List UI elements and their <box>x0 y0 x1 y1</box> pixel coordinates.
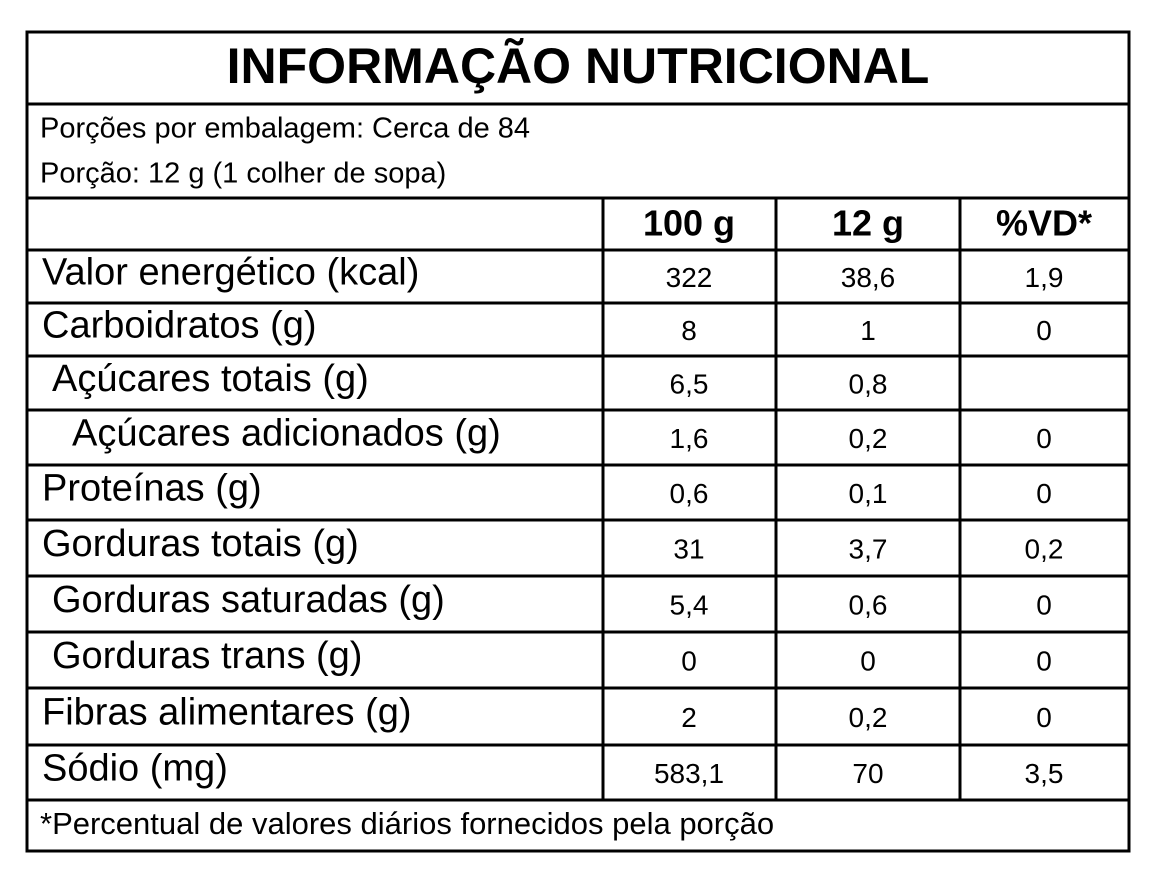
nutrient-label: Açúcares totais (g) <box>52 358 369 400</box>
table-title: INFORMAÇÃO NUTRICIONAL <box>227 38 930 94</box>
nutrient-value: 0 <box>1036 423 1052 454</box>
nutrient-value: 0 <box>1036 702 1052 733</box>
nutrient-value: 31 <box>673 533 704 564</box>
nutrient-value: 6,5 <box>670 368 709 399</box>
column-header: 12 g <box>832 203 904 244</box>
nutrient-value: 2 <box>681 702 697 733</box>
column-header: 100 g <box>643 203 735 244</box>
nutrient-label: Sódio (mg) <box>42 748 228 790</box>
nutrient-value: 0 <box>1036 315 1052 346</box>
nutrient-value: 3,7 <box>849 533 888 564</box>
nutrient-value: 70 <box>852 758 883 789</box>
nutrient-value: 3,5 <box>1025 758 1064 789</box>
nutrient-label: Fibras alimentares (g) <box>42 692 412 734</box>
nutrient-value: 0 <box>681 645 697 676</box>
nutrient-value: 583,1 <box>654 758 724 789</box>
nutrient-value: 8 <box>681 315 697 346</box>
nutrient-label: Proteínas (g) <box>42 468 262 510</box>
column-header: %VD* <box>996 203 1092 244</box>
nutrient-value: 0 <box>1036 645 1052 676</box>
nutrient-value: 38,6 <box>841 262 896 293</box>
nutrient-value: 0,2 <box>849 702 888 733</box>
nutrient-value: 5,4 <box>670 589 709 620</box>
table-border <box>25 30 1131 853</box>
nutrient-value: 0 <box>1036 478 1052 509</box>
nutrient-label: Carboidratos (g) <box>42 305 317 347</box>
nutrient-value: 0,8 <box>849 368 888 399</box>
nutrient-value: 0,2 <box>849 423 888 454</box>
nutrient-value: 1,6 <box>670 423 709 454</box>
footnote: *Percentual de valores diários fornecido… <box>40 806 774 841</box>
nutrient-value: 1 <box>860 315 876 346</box>
serving-info: Porção: 12 g (1 colher de sopa) <box>40 158 446 190</box>
nutrient-value: 322 <box>666 262 713 293</box>
nutrient-value: 1,9 <box>1025 262 1064 293</box>
nutrient-value: 0,6 <box>849 589 888 620</box>
nutrient-value: 0 <box>1036 589 1052 620</box>
nutrient-value: 0,2 <box>1025 533 1064 564</box>
serving-info: Porções por embalagem: Cerca de 84 <box>40 113 530 145</box>
nutrient-label: Gorduras totais (g) <box>42 523 359 565</box>
nutrient-label: Gorduras trans (g) <box>52 635 362 677</box>
nutrient-value: 0 <box>860 645 876 676</box>
nutrient-label: Açúcares adicionados (g) <box>72 413 501 455</box>
nutrient-label: Gorduras saturadas (g) <box>52 579 445 621</box>
nutrient-label: Valor energético (kcal) <box>42 252 419 294</box>
nutrient-value: 0,1 <box>849 478 888 509</box>
nutrient-value: 0,6 <box>670 478 709 509</box>
